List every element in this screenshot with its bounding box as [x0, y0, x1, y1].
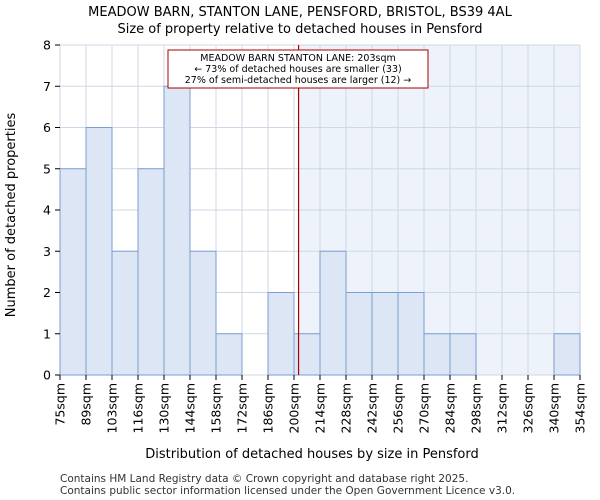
chart-subtitle: Size of property relative to detached ho…	[117, 22, 482, 37]
annotation-box: MEADOW BARN STANTON LANE: 203sqm ← 73% o…	[167, 49, 429, 89]
y-tick-label: 6	[43, 120, 51, 135]
bar-103sqm	[111, 250, 139, 376]
bar-214sqm	[319, 250, 347, 376]
x-tick-label: 116sqm	[131, 383, 146, 433]
footer-line-2: Contains public sector information licen…	[60, 485, 515, 497]
y-tick-label: 5	[43, 161, 51, 176]
bar-200sqm	[293, 333, 321, 376]
bar-144sqm	[189, 250, 217, 376]
annotation-line-1: MEADOW BARN STANTON LANE: 203sqm	[200, 53, 395, 64]
x-tick-label: 340sqm	[547, 383, 562, 433]
x-tick-label: 130sqm	[157, 383, 172, 433]
chart-title: MEADOW BARN, STANTON LANE, PENSFORD, BRI…	[88, 5, 512, 20]
x-tick-label: 214sqm	[313, 383, 328, 433]
x-tick-label: 326sqm	[521, 383, 536, 433]
y-tick-label: 2	[43, 285, 51, 300]
footer-line-1: Contains HM Land Registry data © Crown c…	[60, 473, 468, 485]
y-tick-label: 0	[43, 368, 51, 383]
bar-186sqm	[267, 292, 295, 376]
x-tick-label: 284sqm	[443, 383, 458, 433]
x-tick-label: 75sqm	[53, 383, 68, 426]
y-tick-label: 3	[43, 244, 51, 259]
bars	[59, 85, 581, 376]
bar-228sqm	[345, 292, 373, 376]
x-tick-label: 312sqm	[495, 383, 510, 433]
x-tick-label: 144sqm	[183, 383, 198, 433]
x-tick-label: 89sqm	[79, 383, 94, 426]
annotation-line-3: 27% of semi-detached houses are larger (…	[185, 75, 412, 86]
x-tick-label: 242sqm	[365, 383, 380, 433]
annotation-line-2: ← 73% of detached houses are smaller (33…	[194, 64, 401, 75]
bar-256sqm	[397, 292, 425, 376]
bar-284sqm	[449, 333, 477, 376]
x-tick-label: 354sqm	[573, 383, 588, 433]
x-tick-label: 158sqm	[209, 383, 224, 433]
bar-270sqm	[423, 333, 451, 376]
bar-130sqm	[163, 85, 191, 376]
bar-340sqm	[553, 333, 581, 376]
y-tick-label: 1	[43, 326, 51, 341]
bar-116sqm	[137, 168, 165, 376]
bar-75sqm	[59, 168, 87, 376]
bar-242sqm	[371, 292, 399, 376]
x-tick-label: 103sqm	[105, 383, 120, 433]
x-tick-label: 270sqm	[417, 383, 432, 433]
x-tick-label: 298sqm	[469, 383, 484, 433]
x-tick-label: 256sqm	[391, 383, 406, 433]
bar-158sqm	[215, 333, 243, 376]
bar-89sqm	[85, 127, 113, 376]
x-tick-label: 200sqm	[287, 383, 302, 433]
x-tick-label: 186sqm	[261, 383, 276, 433]
y-tick-label: 8	[43, 38, 51, 53]
y-tick-label: 7	[43, 79, 51, 94]
x-tick-label: 172sqm	[235, 383, 250, 433]
y-axis-label: Number of detached properties	[4, 113, 19, 318]
y-tick-label: 4	[43, 203, 51, 218]
y-axis-ticks: 0 1 2 3 4 5 6 7 8	[43, 38, 60, 383]
x-axis-ticks: 75sqm 89sqm 103sqm 116sqm 130sqm 144sqm 158sqm…	[53, 375, 588, 433]
x-tick-label: 228sqm	[339, 383, 354, 433]
x-axis-label: Distribution of detached houses by size …	[145, 447, 479, 462]
